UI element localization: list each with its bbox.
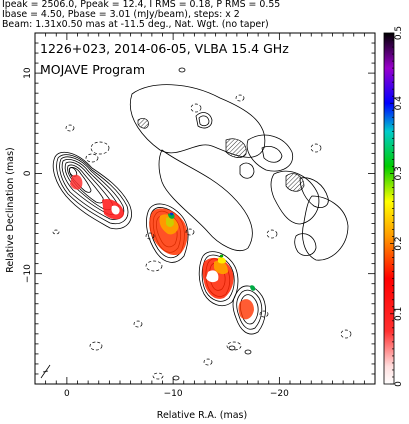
y-axis: 10 0 −10	[23, 32, 375, 385]
chart-title: 1226+023, 2014-06-05, VLBA 15.4 GHz	[40, 41, 289, 56]
colorbar-tick-label: 0.1	[394, 307, 404, 321]
header-line-3: Beam: 1.31x0.50 mas at -11.5 deg., Nat. …	[2, 19, 269, 30]
x-tick-label: 0	[64, 389, 70, 399]
plot-area: 1226+023, 2014-06-05, VLBA 15.4 GHz MOJA…	[23, 32, 376, 399]
colorbar-tick-label: 0.5	[394, 26, 404, 40]
y-tick-label: −10	[23, 264, 33, 283]
hatched-regions	[137, 118, 305, 192]
x-tick-label: −10	[164, 389, 183, 399]
colorbar-tick-label: 0.2	[394, 236, 404, 250]
chart-subtitle: MOJAVE Program	[40, 62, 145, 77]
small-positive-contours	[172, 67, 252, 381]
beam-marker	[40, 364, 51, 379]
y-tick-label: 0	[23, 170, 33, 176]
colorbar-ticks: 0 0.1 0.2 0.3 0.4 0.5	[390, 26, 404, 387]
extended-contours	[129, 84, 349, 261]
header-line-1: Ipeak = 2506.0, Ppeak = 12.4, I RMS = 0.…	[2, 0, 280, 10]
x-axis-label: Relative R.A. (mas)	[157, 410, 247, 421]
x-axis: 0 −10 −20	[34, 33, 376, 399]
colorbar: 0 0.1 0.2 0.3 0.4 0.5	[383, 26, 404, 387]
colorbar-tick-label: 0.3	[394, 166, 404, 180]
negative-contours	[52, 94, 352, 380]
contour-layer	[40, 67, 352, 381]
colorbar-tick-label: 0	[394, 381, 404, 387]
y-tick-label: 10	[23, 67, 33, 79]
y-axis-label: Relative Declination (mas)	[5, 147, 16, 273]
polarization-patches	[70, 174, 256, 320]
x-tick-label: −20	[270, 389, 289, 399]
colorbar-tick-label: 0.4	[394, 96, 404, 111]
header-line-2: Ibase = 4.50, Pbase = 3.01 (mJy/beam), s…	[2, 9, 240, 20]
